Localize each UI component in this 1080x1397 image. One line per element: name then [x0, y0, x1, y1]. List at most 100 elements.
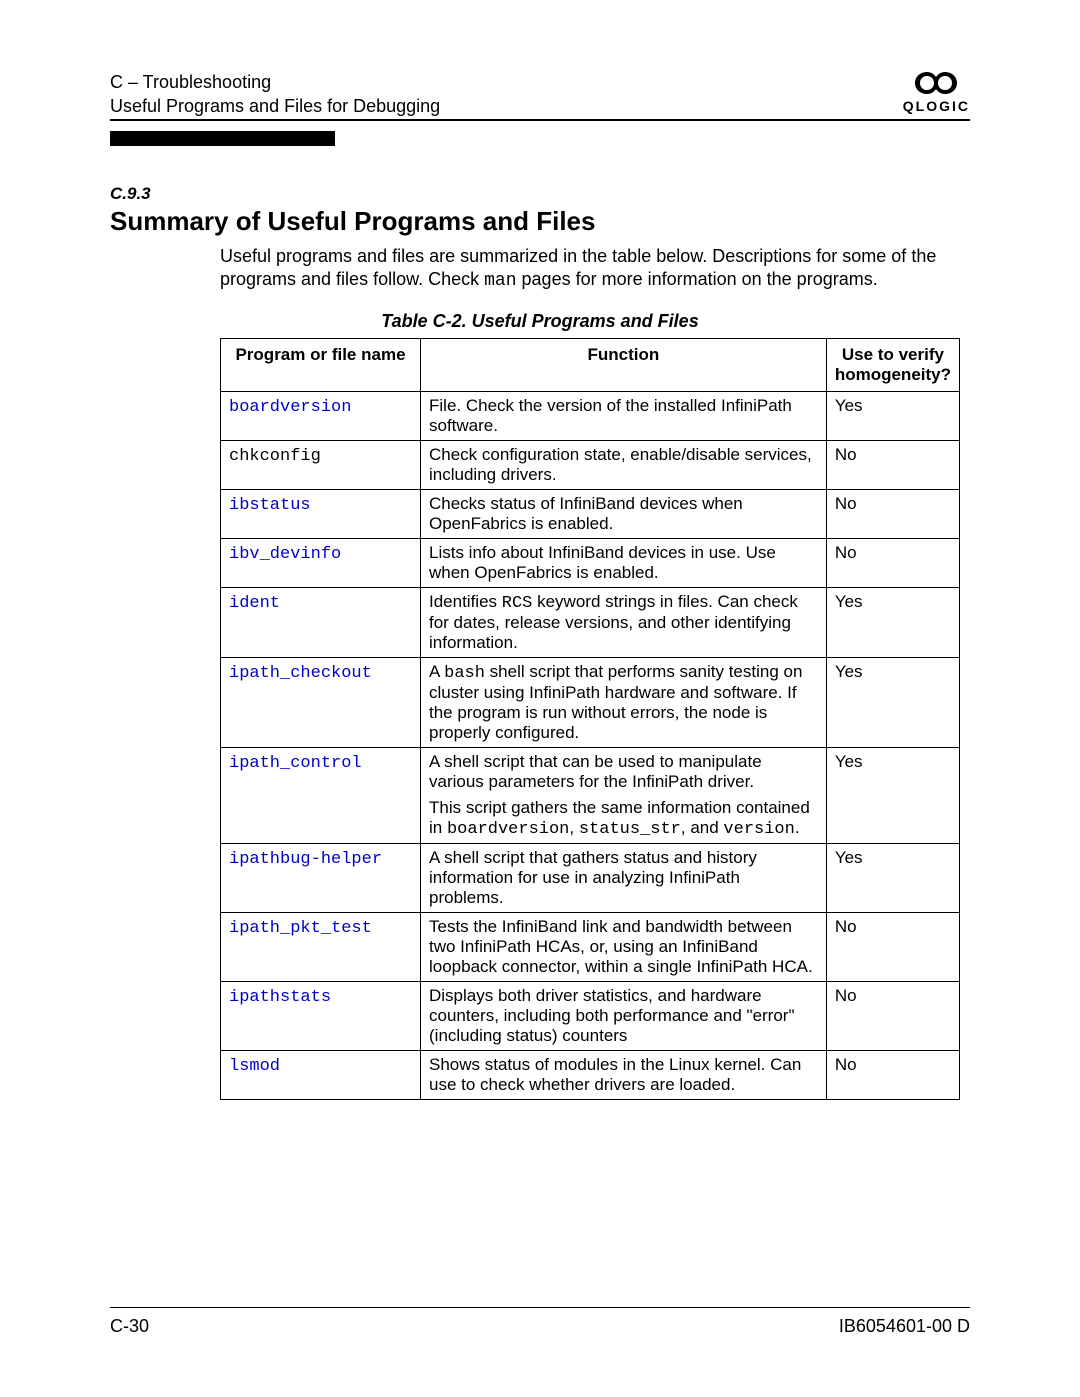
verify-cell: Yes — [826, 658, 959, 748]
program-link[interactable]: ipath_control — [229, 754, 362, 773]
footer-row: C-30 IB6054601-00 D — [110, 1316, 970, 1337]
header-tab-bar — [110, 131, 335, 146]
verify-cell: Yes — [826, 392, 959, 441]
table-caption: Table C-2. Useful Programs and Files — [110, 311, 970, 332]
brand-name: QLOGIC — [903, 98, 970, 114]
program-name-cell: ident — [221, 588, 421, 658]
brand-logo: QLOGIC — [903, 70, 970, 114]
qlogic-icon — [913, 70, 959, 96]
verify-cell: Yes — [826, 748, 959, 844]
function-text: A — [429, 662, 444, 681]
verify-header-l1: Use to verify — [842, 345, 944, 364]
table-row: ipathbug-helper A shell script that gathe… — [221, 844, 960, 913]
table-body: boardversion File. Check the version of t… — [221, 392, 960, 1100]
table-row: ibv_devinfo Lists info about InfiniBand d… — [221, 539, 960, 588]
function-text: , — [569, 818, 578, 837]
function-code: status_str — [579, 820, 681, 839]
function-cell: File. Check the version of the installed… — [421, 392, 827, 441]
page: C – Troubleshooting Useful Programs and … — [0, 0, 1080, 1397]
page-header: C – Troubleshooting Useful Programs and … — [110, 70, 970, 119]
program-link[interactable]: ident — [229, 594, 280, 613]
section-title: Summary of Useful Programs and Files — [110, 206, 970, 237]
verify-cell: No — [826, 1051, 959, 1100]
header-subtitle: Useful Programs and Files for Debugging — [110, 94, 440, 118]
program-name-cell: ipathbug-helper — [221, 844, 421, 913]
program-name-cell: ipath_checkout — [221, 658, 421, 748]
program-name-cell: boardversion — [221, 392, 421, 441]
table-row: boardversion File. Check the version of t… — [221, 392, 960, 441]
program-link[interactable]: lsmod — [229, 1057, 280, 1076]
verify-cell: No — [826, 539, 959, 588]
function-code: RCS — [502, 594, 533, 613]
function-code: bash — [444, 664, 485, 683]
col-header-verify: Use to verify homogeneity? — [826, 339, 959, 392]
intro-text-post: pages for more information on the progra… — [517, 269, 878, 289]
page-number: C-30 — [110, 1316, 149, 1337]
breadcrumb: C – Troubleshooting — [110, 70, 440, 94]
function-code: boardversion — [447, 820, 569, 839]
verify-cell: Yes — [826, 588, 959, 658]
table-row: ident Identifies RCS keyword strings in f… — [221, 588, 960, 658]
function-text: Identifies — [429, 592, 502, 611]
function-cell: A shell script that gathers status and h… — [421, 844, 827, 913]
programs-table: Program or file name Function Use to ver… — [220, 338, 960, 1100]
function-text: Check configuration state, enable/disabl… — [429, 445, 812, 484]
header-text-block: C – Troubleshooting Useful Programs and … — [110, 70, 440, 119]
function-cell: Displays both driver statistics, and har… — [421, 982, 827, 1051]
function-text: . — [795, 818, 800, 837]
intro-paragraph: Useful programs and files are summarized… — [220, 245, 970, 294]
function-text: Displays both driver statistics, and har… — [429, 986, 795, 1045]
program-name-cell: ibv_devinfo — [221, 539, 421, 588]
verify-cell: No — [826, 490, 959, 539]
program-name-cell: chkconfig — [221, 441, 421, 490]
col-header-function: Function — [421, 339, 827, 392]
program-name-cell: ipath_control — [221, 748, 421, 844]
function-text: Lists info about InfiniBand devices in u… — [429, 543, 776, 582]
program-link[interactable]: ibstatus — [229, 496, 311, 515]
verify-cell: No — [826, 982, 959, 1051]
col-header-name: Program or file name — [221, 339, 421, 392]
page-footer: C-30 IB6054601-00 D — [110, 1299, 970, 1337]
program-link[interactable]: ibv_devinfo — [229, 545, 341, 564]
function-text: Shows status of modules in the Linux ker… — [429, 1055, 801, 1094]
function-code: version — [723, 820, 794, 839]
doc-id: IB6054601-00 D — [839, 1316, 970, 1337]
program-link[interactable]: boardversion — [229, 398, 351, 417]
table-row: ipath_pkt_test Tests the InfiniBand link … — [221, 913, 960, 982]
table-header-row: Program or file name Function Use to ver… — [221, 339, 960, 392]
function-text: A shell script that can be used to manip… — [429, 752, 762, 791]
program-name-cell: ipathstats — [221, 982, 421, 1051]
program-link[interactable]: ipathstats — [229, 988, 331, 1007]
program-link[interactable]: ipathbug-helper — [229, 850, 382, 869]
function-text: A shell script that gathers status and h… — [429, 848, 757, 907]
function-text: Tests the InfiniBand link and bandwidth … — [429, 917, 813, 976]
verify-cell: No — [826, 441, 959, 490]
verify-cell: No — [826, 913, 959, 982]
table-row: ipath_checkout A bash shell script that p… — [221, 658, 960, 748]
function-text: shell script that performs sanity testin… — [429, 662, 802, 742]
function-text: File. Check the version of the installed… — [429, 396, 792, 435]
program-name-cell: ibstatus — [221, 490, 421, 539]
table-row: ibstatus Checks status of InfiniBand devi… — [221, 490, 960, 539]
program-name: chkconfig — [229, 447, 321, 466]
table-row: ipathstats Displays both driver statistic… — [221, 982, 960, 1051]
intro-code: man — [484, 271, 516, 291]
function-cell: Checks status of InfiniBand devices when… — [421, 490, 827, 539]
function-cell: Lists info about InfiniBand devices in u… — [421, 539, 827, 588]
function-cell: Identifies RCS keyword strings in files.… — [421, 588, 827, 658]
table-row: chkconfig Check configuration state, enab… — [221, 441, 960, 490]
verify-header-l2: homogeneity? — [835, 365, 951, 384]
program-link[interactable]: ipath_pkt_test — [229, 919, 372, 938]
program-name-cell: lsmod — [221, 1051, 421, 1100]
function-cell: A shell script that can be used to manip… — [421, 748, 827, 844]
function-cell: Tests the InfiniBand link and bandwidth … — [421, 913, 827, 982]
verify-cell: Yes — [826, 844, 959, 913]
header-rule — [110, 119, 970, 121]
program-name-cell: ipath_pkt_test — [221, 913, 421, 982]
program-link[interactable]: ipath_checkout — [229, 664, 372, 683]
function-cell: A bash shell script that performs sanity… — [421, 658, 827, 748]
table-head: Program or file name Function Use to ver… — [221, 339, 960, 392]
section-number: C.9.3 — [110, 184, 970, 204]
table-row: lsmod Shows status of modules in the Linu… — [221, 1051, 960, 1100]
function-text: Checks status of InfiniBand devices when… — [429, 494, 743, 533]
